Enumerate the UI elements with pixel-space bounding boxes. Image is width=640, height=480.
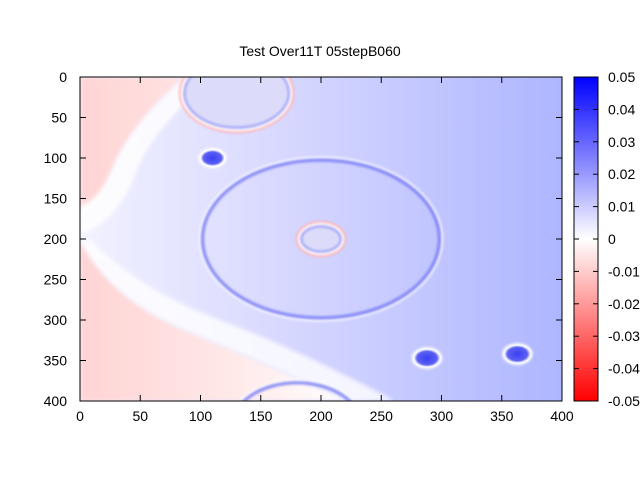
colorbar-tick-label-5: 0 bbox=[608, 231, 616, 247]
x-tick-label-8: 400 bbox=[550, 408, 574, 424]
feature-ring-0 bbox=[199, 156, 443, 322]
x-tick-label-7: 350 bbox=[490, 408, 514, 424]
colorbar-tick-label-2: 0.03 bbox=[608, 134, 635, 150]
x-tick-label-6: 300 bbox=[430, 408, 454, 424]
feature-dot-3 bbox=[413, 349, 441, 367]
chart-title: Test Over11T 05stepB060 bbox=[239, 43, 401, 59]
colorbar-tick-label-3: 0.02 bbox=[608, 166, 635, 182]
feature-edge-6 bbox=[242, 381, 352, 401]
feature-halo-5 bbox=[178, 77, 295, 134]
y-tick-label-1: 50 bbox=[51, 110, 67, 126]
x-tick-label-3: 150 bbox=[249, 408, 273, 424]
x-tick-label-4: 200 bbox=[309, 408, 333, 424]
colorbar-tick-label-0: 0.05 bbox=[608, 69, 635, 85]
y-tick-label-7: 350 bbox=[44, 353, 68, 369]
y-tick-label-6: 300 bbox=[44, 312, 68, 328]
feature-fill-1 bbox=[299, 224, 343, 254]
heatmap-features bbox=[178, 77, 533, 401]
feature-ring-5 bbox=[180, 77, 293, 132]
y-tick-label-2: 100 bbox=[44, 150, 68, 166]
transition-band bbox=[80, 77, 215, 235]
colorbar-tick-label-4: 0.01 bbox=[608, 199, 635, 215]
plot-area bbox=[80, 77, 562, 401]
y-tick-label-4: 200 bbox=[44, 231, 68, 247]
colorbar-axis: 0.05 0.04 0.03 0.02 0.01 0 -0.01 -0.02 -0.03 -0.0… bbox=[574, 69, 640, 409]
feature-halo-1 bbox=[295, 220, 347, 258]
colorbar-tick-label-6: -0.01 bbox=[608, 263, 640, 279]
feature-edge-1 bbox=[300, 225, 342, 253]
y-axis: 0 50 100 150 200 250 300 350 400 bbox=[44, 69, 562, 409]
y-tick-label-0: 0 bbox=[59, 69, 67, 85]
y-tick-label-8: 400 bbox=[44, 393, 68, 409]
x-tick-label-0: 0 bbox=[76, 408, 84, 424]
feature-dot-4 bbox=[504, 345, 531, 363]
colorbar-tick-label-8: -0.03 bbox=[608, 328, 640, 344]
x-axis: 0 50 100 150 200 250 300 350 400 bbox=[76, 77, 574, 424]
feature-edge-5 bbox=[183, 77, 290, 129]
transition-band-lower bbox=[80, 240, 395, 401]
x-tick-label-2: 100 bbox=[189, 408, 213, 424]
negative-region bbox=[80, 77, 350, 401]
feature-fill-5 bbox=[182, 77, 291, 130]
x-tick-label-5: 250 bbox=[370, 408, 394, 424]
colorbar-tick-label-9: -0.04 bbox=[608, 361, 640, 377]
colorbar-tick-label-7: -0.02 bbox=[608, 296, 640, 312]
feature-edge-0 bbox=[201, 158, 441, 320]
y-tick-label-3: 150 bbox=[44, 191, 68, 207]
feature-ring-6 bbox=[239, 379, 355, 401]
x-tick-label-1: 50 bbox=[132, 408, 148, 424]
colorbar-tick-label-10: -0.05 bbox=[608, 393, 640, 409]
y-tick-label-5: 250 bbox=[44, 272, 68, 288]
feature-ring-1 bbox=[297, 222, 345, 256]
feature-dot-2 bbox=[200, 149, 225, 167]
colorbar-tick-label-1: 0.04 bbox=[608, 101, 635, 117]
